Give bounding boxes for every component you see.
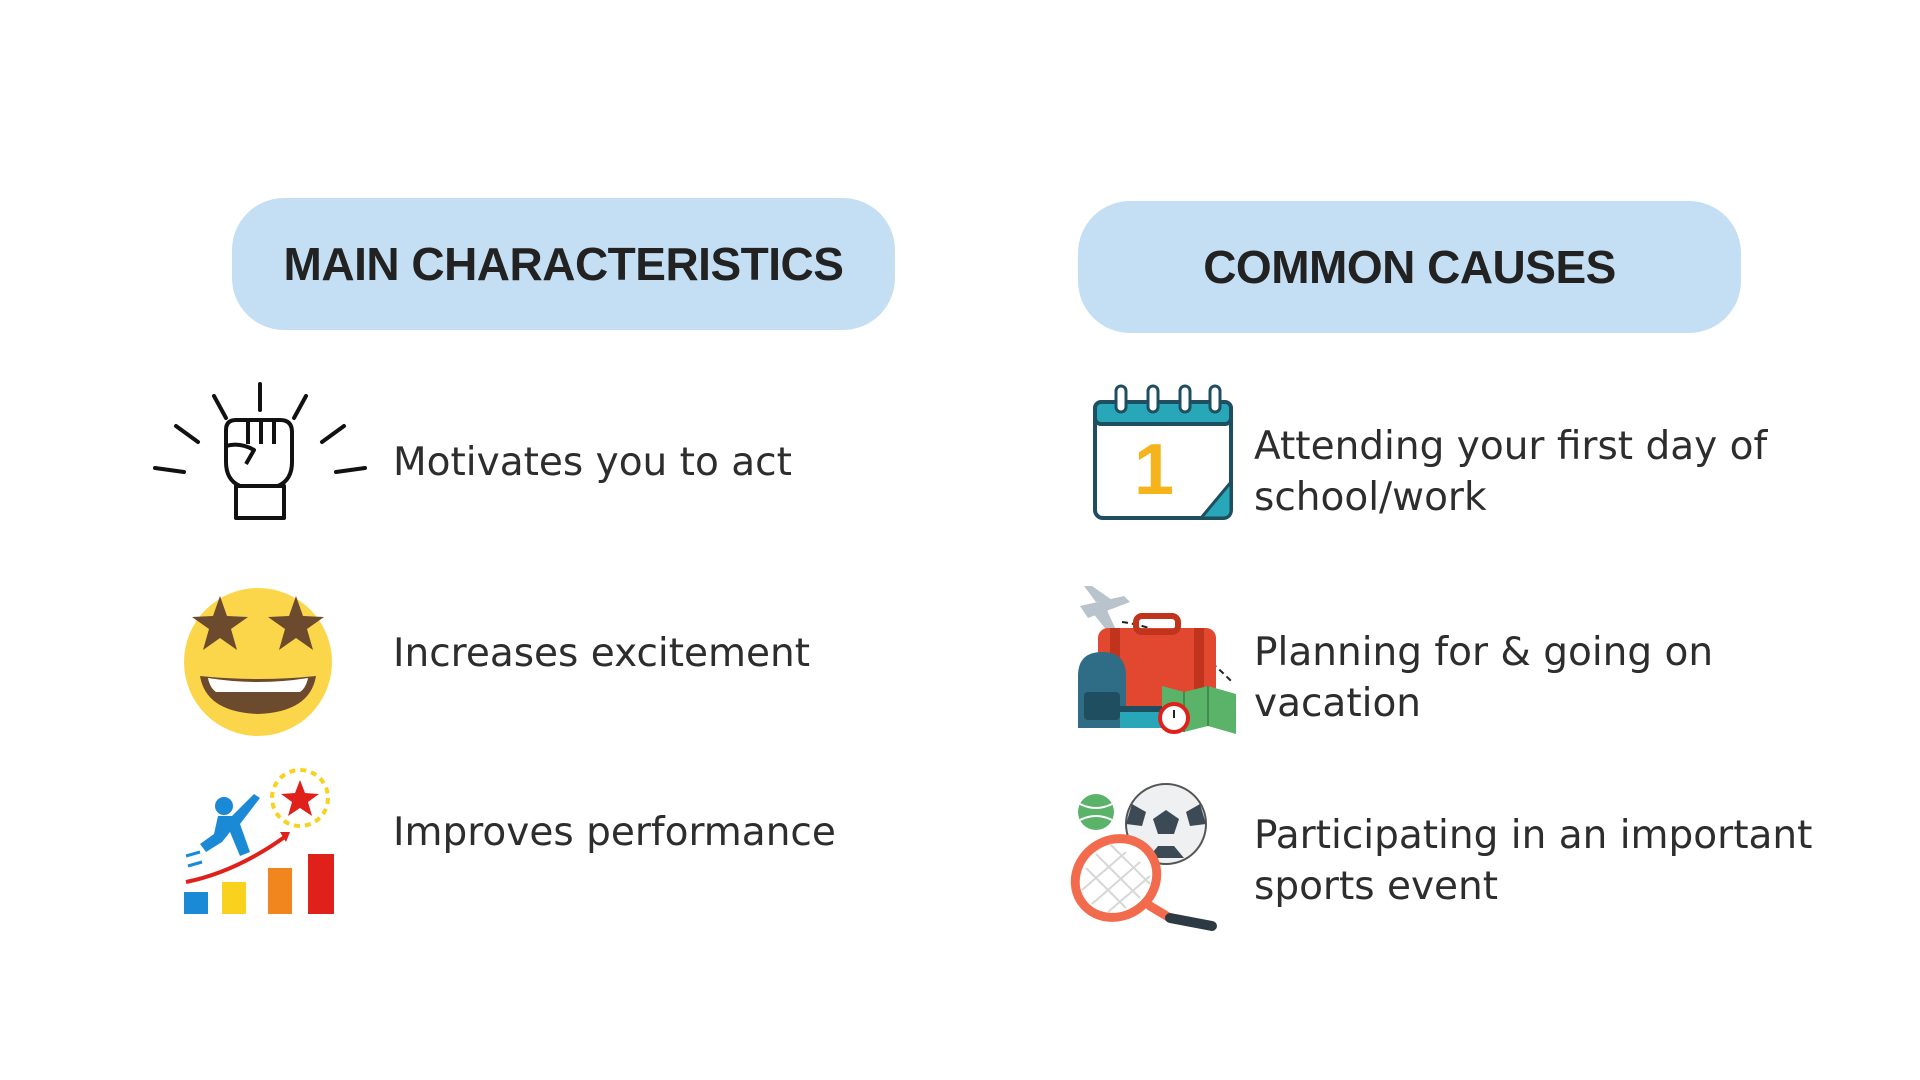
characteristic-excitement-text: Increases excitement [393, 631, 811, 676]
cause-vacation-line1: Planning for & going on [1254, 630, 1714, 675]
star-struck-emoji-icon [184, 588, 332, 736]
cause-vacation-line2: vacation [1254, 681, 1422, 726]
raised-fist-icon [153, 382, 367, 520]
main-characteristics-heading: MAIN CHARACTERISTICS [232, 198, 895, 330]
main-characteristics-heading-text: MAIN CHARACTERISTICS [283, 238, 844, 290]
common-causes-heading: COMMON CAUSES [1078, 201, 1741, 333]
cause-first-day-line2: school/work [1254, 475, 1487, 520]
performance-growth-icon [184, 768, 334, 914]
calendar-number: 1 [1134, 430, 1174, 510]
cause-first-day-line1: Attending your first day of [1254, 424, 1768, 469]
cause-sports-line1: Participating in an important [1254, 813, 1813, 858]
travel-luggage-icon [1078, 586, 1236, 734]
common-causes-heading-text: COMMON CAUSES [1203, 241, 1616, 293]
sports-equipment-icon [1070, 783, 1217, 931]
calendar-day-one-icon: 1 [1093, 384, 1233, 520]
cause-sports-line2: sports event [1254, 864, 1499, 909]
characteristic-performance-text: Improves performance [393, 810, 836, 855]
characteristic-motivates-text: Motivates you to act [393, 440, 792, 485]
